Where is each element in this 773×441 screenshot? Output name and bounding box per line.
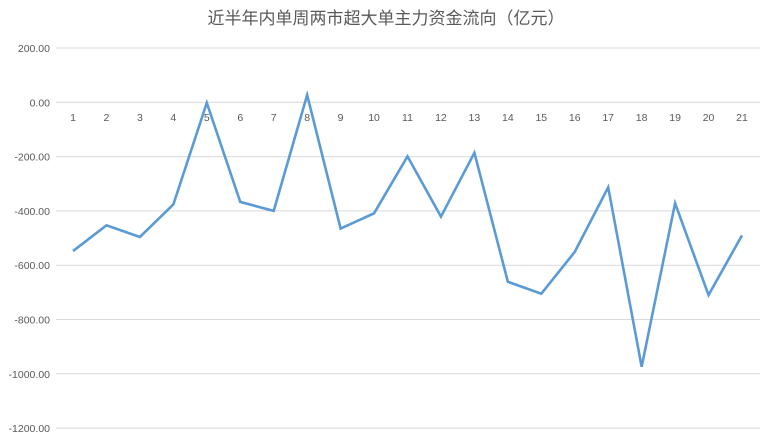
x-axis-ticks: 1 2 3 4 5 6 7 8 9 10 11 12 13 14 15 16 17 18 19 20 21 bbox=[70, 112, 748, 124]
x-tick-label: 9 bbox=[338, 112, 344, 124]
series-line bbox=[72, 89, 744, 368]
x-tick-label: 5 bbox=[204, 112, 210, 124]
y-tick-label: -400.00 bbox=[14, 206, 50, 218]
gridlines bbox=[56, 47, 760, 429]
x-tick-label: 6 bbox=[237, 112, 243, 124]
x-tick-label: 19 bbox=[669, 112, 681, 124]
y-tick-label: 0.00 bbox=[30, 97, 51, 109]
y-tick-label: -200.00 bbox=[14, 152, 50, 164]
x-tick-label: 18 bbox=[636, 112, 648, 124]
x-tick-label: 13 bbox=[469, 112, 481, 124]
y-tick-label: -600.00 bbox=[14, 260, 50, 272]
x-tick-label: 12 bbox=[435, 112, 447, 124]
y-tick-label: -1000.00 bbox=[9, 369, 51, 381]
x-tick-label: 7 bbox=[271, 112, 277, 124]
x-tick-label: 14 bbox=[502, 112, 514, 124]
chart-title: 近半年内单周两市超大单主力资金流向（亿元） bbox=[208, 9, 565, 29]
y-tick-label: 200.00 bbox=[18, 43, 50, 55]
x-tick-label: 3 bbox=[137, 112, 143, 124]
x-tick-label: 4 bbox=[170, 112, 176, 124]
y-axis-ticks: 200.00 0.00 -200.00 -400.00 -600.00 -800.00 -1… bbox=[9, 43, 51, 435]
x-tick-label: 2 bbox=[104, 112, 110, 124]
x-tick-label: 11 bbox=[402, 112, 413, 124]
x-tick-label: 20 bbox=[703, 112, 715, 124]
y-tick-label: -1200.00 bbox=[9, 423, 51, 435]
x-tick-label: 21 bbox=[736, 112, 748, 124]
x-tick-label: 17 bbox=[602, 112, 614, 124]
x-tick-label: 8 bbox=[304, 112, 310, 124]
series-group bbox=[72, 89, 744, 368]
y-tick-label: -800.00 bbox=[14, 315, 50, 327]
x-tick-label: 10 bbox=[368, 112, 380, 124]
x-tick-label: 1 bbox=[70, 112, 76, 124]
x-tick-label: 16 bbox=[569, 112, 581, 124]
x-tick-label: 15 bbox=[535, 112, 547, 124]
